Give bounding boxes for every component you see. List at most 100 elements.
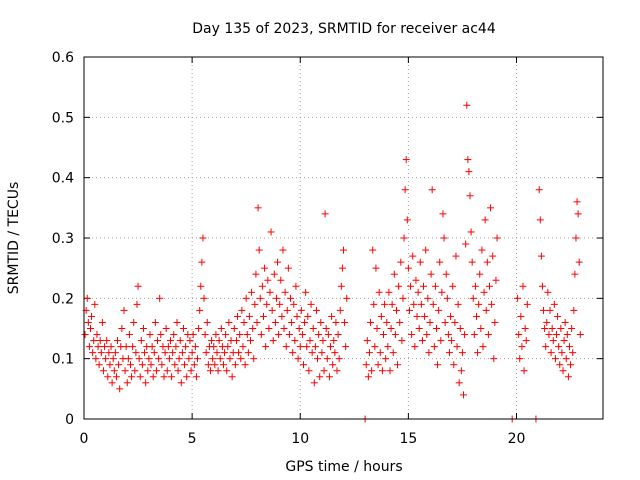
data-point: [372, 264, 380, 272]
data-point: [322, 325, 330, 332]
data-point: [568, 325, 576, 332]
data-point: [337, 282, 345, 290]
data-point: [329, 361, 337, 369]
data-point: [336, 306, 344, 314]
data-point: [572, 234, 580, 242]
data-point: [555, 343, 563, 351]
data-point: [562, 355, 570, 363]
data-point: [203, 318, 211, 326]
data-point: [138, 361, 146, 369]
data-point: [248, 288, 256, 296]
data-point: [570, 306, 578, 314]
data-point: [234, 312, 242, 320]
data-point: [545, 331, 553, 339]
data-point: [190, 361, 198, 369]
data-point: [309, 325, 317, 332]
data-point: [478, 246, 486, 254]
data-point: [98, 318, 106, 326]
data-point: [544, 288, 552, 296]
data-point: [209, 355, 217, 363]
data-point: [283, 306, 291, 314]
data-point: [251, 300, 259, 308]
data-point: [429, 300, 437, 308]
data-point: [121, 367, 129, 375]
data-point: [270, 270, 278, 278]
data-point: [342, 343, 350, 351]
data-point: [422, 246, 430, 254]
data-point: [363, 337, 371, 345]
data-point: [243, 331, 251, 339]
data-point: [265, 325, 273, 332]
data-point: [237, 355, 245, 363]
data-point: [252, 270, 260, 278]
data-point: [123, 379, 131, 387]
data-point: [370, 300, 378, 308]
data-point: [165, 355, 173, 363]
data-point: [81, 331, 89, 339]
data-point: [417, 300, 425, 308]
data-point: [378, 367, 386, 375]
data-point: [307, 300, 315, 308]
data-point: [575, 258, 583, 266]
data-point: [213, 349, 221, 357]
data-point: [573, 198, 581, 206]
data-point: [282, 343, 290, 351]
data-point: [475, 300, 483, 308]
data-point: [407, 282, 415, 290]
x-tick-label: 20: [508, 431, 526, 447]
data-point: [408, 331, 416, 339]
data-point: [239, 343, 247, 351]
data-point: [255, 246, 263, 254]
data-point: [114, 337, 122, 345]
y-tick-label: 0.1: [52, 352, 74, 368]
data-point: [145, 355, 153, 363]
data-point: [472, 312, 480, 320]
data-point: [272, 294, 280, 302]
data-point: [110, 367, 118, 375]
data-point: [168, 373, 176, 381]
data-point: [410, 300, 418, 308]
data-point: [428, 186, 436, 194]
data-point: [458, 349, 466, 357]
data-point: [377, 312, 385, 320]
data-point: [170, 331, 178, 339]
data-point: [306, 337, 314, 345]
data-point: [204, 361, 212, 369]
data-point: [118, 325, 126, 332]
data-point: [275, 331, 283, 339]
data-point: [381, 300, 389, 308]
data-point: [576, 331, 584, 339]
data-point: [434, 361, 442, 369]
data-point: [182, 343, 190, 351]
data-point: [169, 349, 177, 357]
data-point: [338, 264, 346, 272]
data-point: [445, 349, 453, 357]
data-point: [312, 306, 320, 314]
data-point: [427, 270, 435, 278]
data-point: [423, 331, 431, 339]
data-point: [136, 373, 144, 381]
data-point: [435, 306, 443, 314]
data-point: [444, 331, 452, 339]
data-point: [310, 379, 318, 387]
data-point: [402, 156, 410, 164]
data-point: [96, 337, 104, 345]
data-point: [333, 367, 341, 375]
data-point: [245, 312, 253, 320]
data-point: [280, 325, 288, 332]
data-point: [253, 318, 261, 326]
data-point: [476, 270, 484, 278]
data-point: [274, 258, 282, 266]
data-point: [456, 325, 464, 332]
data-point: [83, 294, 91, 302]
data-point: [477, 325, 485, 332]
data-point: [185, 355, 193, 363]
data-point: [301, 318, 309, 326]
data-point: [172, 343, 180, 351]
data-point: [318, 349, 326, 357]
y-tick-label: 0.6: [52, 50, 74, 66]
data-point: [391, 331, 399, 339]
data-point: [376, 349, 384, 357]
data-point: [325, 373, 333, 381]
